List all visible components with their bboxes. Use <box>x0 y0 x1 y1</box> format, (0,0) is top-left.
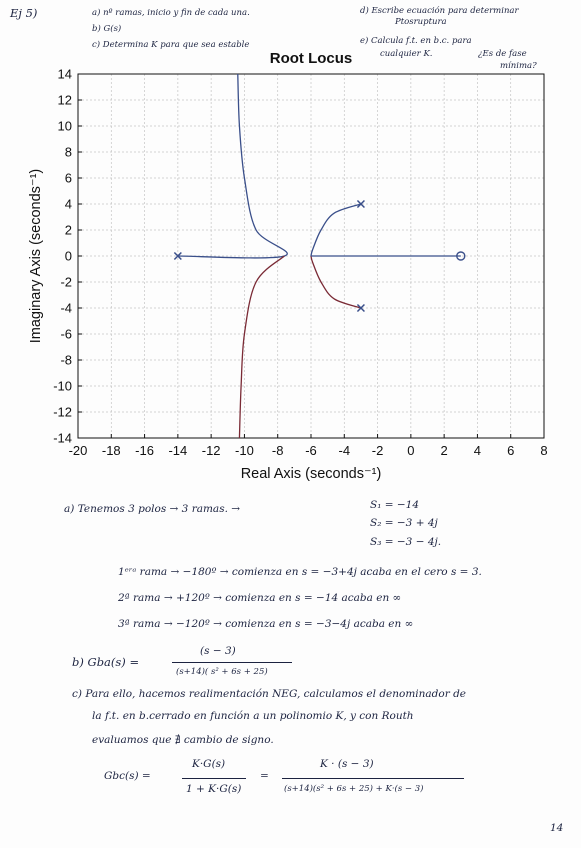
answer-b-fraction-bar <box>172 662 292 663</box>
item-b: b) G(s) <box>92 24 122 34</box>
x-tick-label: -4 <box>339 443 351 458</box>
item-d1: d) Escribe ecuación para determinar <box>360 6 519 16</box>
locus-branch-3 <box>310 255 362 309</box>
x-tick-label: -16 <box>135 443 154 458</box>
answer-a: a) Tenemos 3 polos → 3 ramas. → <box>64 503 241 515</box>
y-tick-label: 8 <box>65 145 72 160</box>
y-tick-label: -4 <box>60 301 72 316</box>
answer-c-line3: evaluamos que ∄ cambio de signo. <box>92 734 274 746</box>
gbc-denominator-1: 1 + K·G(s) <box>186 783 242 795</box>
root-locus-chart: -20 -18 -16 -14 -12 -10 -8 -6 -4 -2 0 2 4 6 8141210864… <box>28 50 548 482</box>
x-tick-label: 8 <box>540 443 547 458</box>
gbc-fraction-bar-1 <box>182 778 246 779</box>
x-tick-label: 2 <box>441 443 448 458</box>
exercise-label: Ej 5) <box>10 6 38 20</box>
y-tick-label: 12 <box>58 93 72 108</box>
y-tick-label: 0 <box>65 249 72 264</box>
answer-b-numerator: (s − 3) <box>200 645 236 657</box>
chart-ticks: -20 -18 -16 -14 -12 -10 -8 -6 -4 -2 0 2 4 6 8141210864… <box>53 67 547 459</box>
branch-2: 2ª rama → +120º → comienza en s = −14 ac… <box>118 592 402 604</box>
branch-1: 1ᵉʳᵃ rama → −180º → comienza en s = −3+4… <box>118 566 482 578</box>
item-c: c) Determina K para que sea estable <box>92 40 250 50</box>
locus-branches <box>177 73 461 439</box>
gbc-label: Gbc(s) = <box>104 770 151 782</box>
y-tick-label: -2 <box>60 275 72 290</box>
item-e1: e) Calcula f.t. en b.c. para <box>360 36 472 46</box>
x-tick-label: -12 <box>202 443 221 458</box>
y-axis-label: Imaginary Axis (seconds⁻¹) <box>28 169 44 343</box>
gbc-equals: = <box>260 770 269 782</box>
y-tick-label: -12 <box>53 405 72 420</box>
gbc-numerator-2: K · (s − 3) <box>320 758 374 770</box>
x-tick-label: -20 <box>69 443 88 458</box>
x-tick-label: -14 <box>168 443 187 458</box>
answer-c-line2: la f.t. en b.cerrado en función a un pol… <box>92 710 414 722</box>
item-e3: ¿Es de fase <box>478 49 527 59</box>
x-tick-label: -10 <box>235 443 254 458</box>
pole-s3: S₃ = −3 − 4j. <box>370 536 442 548</box>
y-tick-label: 4 <box>65 197 72 212</box>
item-e4: mínima? <box>500 61 537 71</box>
x-tick-label: 0 <box>407 443 414 458</box>
branch-3: 3ª rama → −120º → comienza en s = −3−4j … <box>118 618 414 630</box>
y-tick-label: -10 <box>53 379 72 394</box>
pole-s1: S₁ = −14 <box>370 499 420 511</box>
item-a: a) nº ramas, inicio y fin de cada una. <box>92 8 250 18</box>
item-e2: cualquier K. <box>380 49 433 59</box>
pole-s2: S₂ = −3 + 4j <box>370 517 438 529</box>
pole-zero-markers <box>173 199 466 313</box>
plot-frame <box>77 73 545 439</box>
x-tick-label: -6 <box>305 443 317 458</box>
y-tick-label: 10 <box>58 119 72 134</box>
y-tick-label: 6 <box>65 171 72 186</box>
y-tick-label: 2 <box>65 223 72 238</box>
item-d2: Ptosruptura <box>395 17 447 27</box>
y-tick-label: 14 <box>58 67 72 82</box>
answer-c-line1: c) Para ello, hacemos realimentación NEG… <box>72 688 467 700</box>
pole-marker <box>356 199 365 209</box>
pole-marker <box>173 251 182 261</box>
x-tick-label: 6 <box>507 443 514 458</box>
x-tick-label: -2 <box>372 443 384 458</box>
x-axis-label: Real Axis (seconds⁻¹) <box>241 466 382 482</box>
locus-branch-2 <box>310 203 362 257</box>
answer-b-denominator: (s+14)( s² + 6s + 25) <box>176 667 268 677</box>
zero-marker <box>456 251 466 261</box>
x-tick-label: -18 <box>102 443 121 458</box>
x-tick-label: -8 <box>272 443 284 458</box>
answer-b-label: b) Gba(s) = <box>72 655 140 669</box>
locus-branch-4 <box>238 255 285 439</box>
y-tick-label: -6 <box>60 327 72 342</box>
y-tick-label: -8 <box>60 353 72 368</box>
y-tick-label: -14 <box>53 431 72 446</box>
gbc-denominator-2: (s+14)(s² + 6s + 25) + K·(s − 3) <box>284 784 424 794</box>
gbc-numerator-1: K·G(s) <box>192 758 226 770</box>
chart-title: Root Locus <box>270 50 353 67</box>
page-number: 14 <box>550 822 564 834</box>
pole-marker <box>356 303 365 313</box>
gbc-fraction-bar-2 <box>282 778 464 779</box>
x-tick-label: 4 <box>474 443 481 458</box>
locus-branch-1 <box>177 73 288 259</box>
